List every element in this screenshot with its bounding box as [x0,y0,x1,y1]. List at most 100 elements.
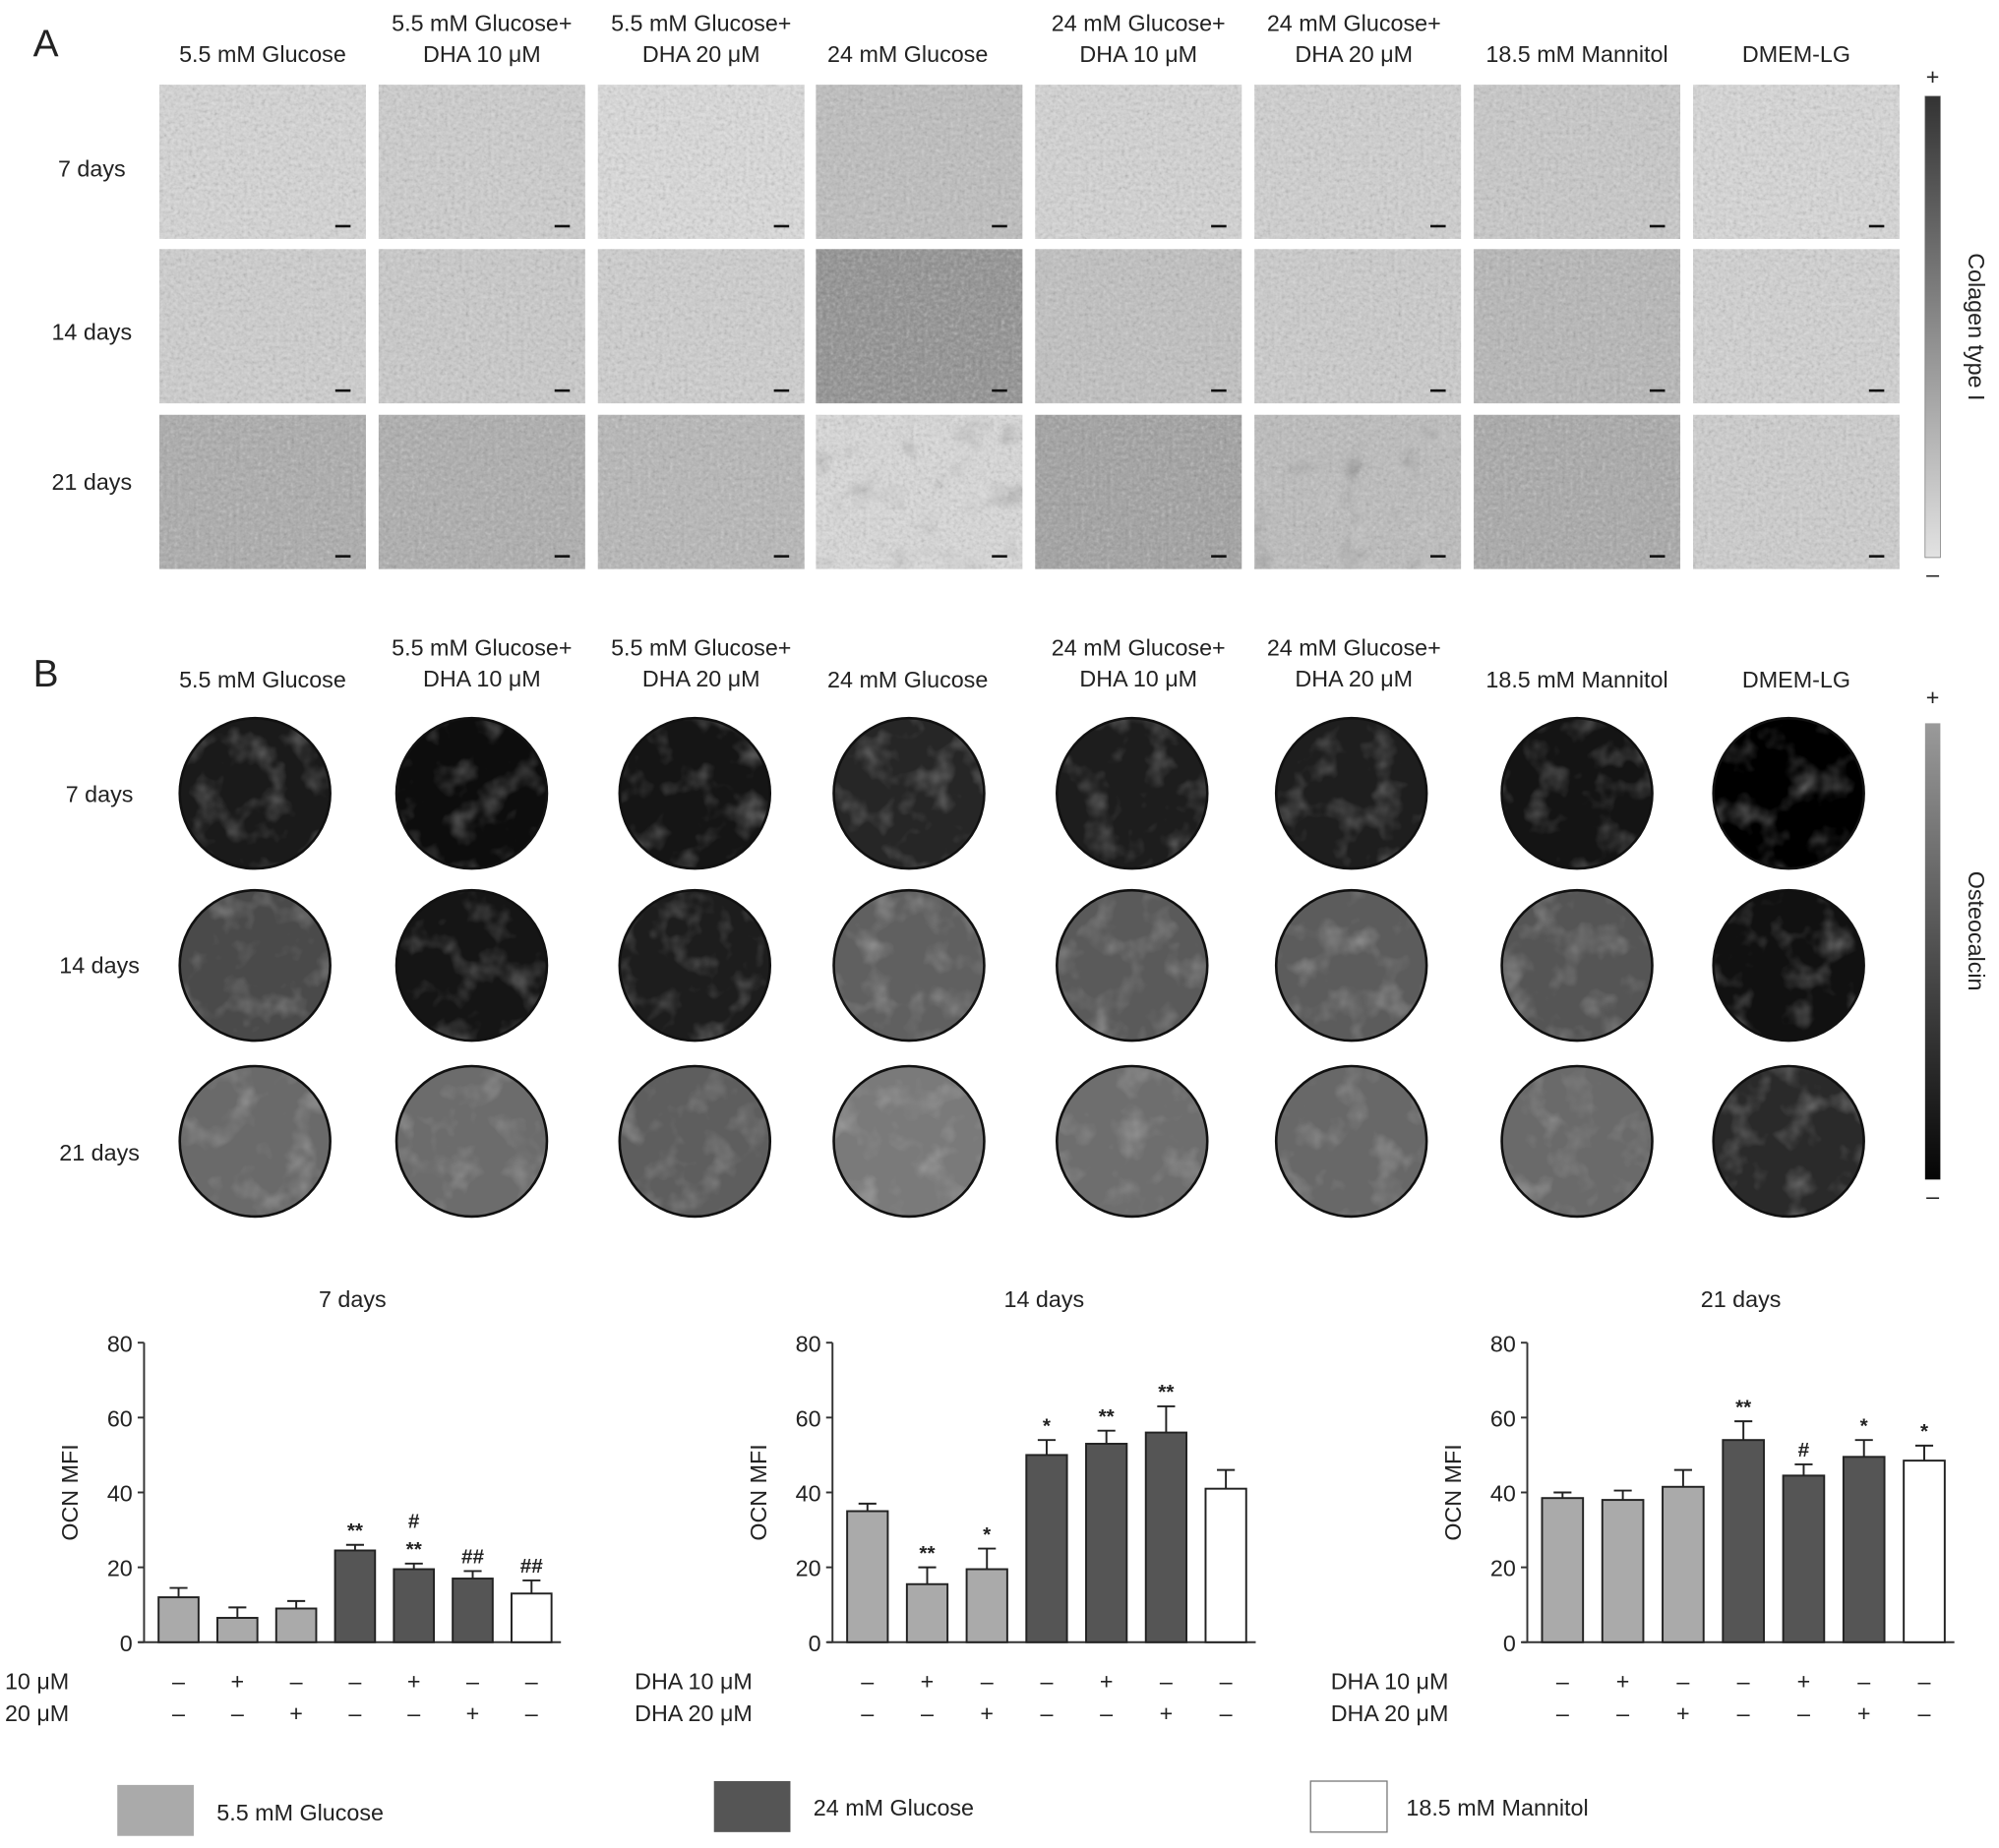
micrograph-texture [816,85,1023,239]
bar [1903,1460,1946,1643]
significance-marker: ** [1735,1396,1752,1418]
scale-bar [992,555,1007,558]
chart-title: 7 days [319,1286,387,1312]
y-tick-label: 20 [1490,1556,1516,1581]
significance-marker: * [1920,1420,1929,1443]
well-texture [397,719,546,867]
micrograph-texture [1474,249,1681,404]
dha20-symbol: – [1556,1700,1569,1726]
scale-bar [1430,555,1446,558]
column-header: 5.5 mM Glucose [179,41,346,67]
bar [157,1596,200,1643]
column-header: DHA 20 μM [642,41,760,67]
well-texture [1058,1067,1206,1216]
column-header: DMEM-LG [1742,41,1850,67]
scale-bar [1868,224,1885,228]
chart-title: 14 days [1004,1286,1085,1312]
scale-bar [1211,388,1227,392]
dha20-symbol: – [1040,1700,1053,1726]
dha10-label: DHA 10 μM [0,1669,69,1695]
column-header: 5.5 mM Glucose+ [611,11,791,36]
well-texture [834,891,984,1040]
colorbar-gradient [1924,95,1941,559]
bar [333,1549,377,1643]
dha10-symbol: – [1220,1669,1233,1695]
micrograph-texture [1474,85,1681,239]
row-label: 21 days [59,1140,140,1165]
bar [393,1568,436,1643]
scale-bar [554,224,571,228]
chart-0: 7 days 0 20 40 60 80 OCN MFI DHA 10 μM DHA 20 μM… [0,1286,562,1726]
well-texture [621,719,769,867]
dha20-symbol: – [525,1700,538,1726]
well-texture [1715,1067,1863,1216]
well-texture [834,1067,984,1216]
y-tick-label: 80 [796,1331,821,1356]
bar [1842,1456,1886,1643]
legend-swatch [117,1784,194,1836]
dha10-symbol: – [172,1669,185,1695]
colorbar-minus: – [1926,1183,1939,1209]
dha10-symbol: – [466,1669,479,1695]
dha10-symbol: – [525,1669,538,1695]
significance-marker: # [408,1511,420,1533]
dha20-symbol: – [1616,1700,1629,1726]
scale-bar [1868,388,1885,392]
significance-marker: ** [406,1538,423,1561]
row-label: 7 days [66,782,134,807]
significance-marker: ** [1158,1381,1175,1403]
dha10-symbol: + [407,1669,421,1695]
well-texture [1277,891,1425,1040]
well-texture [181,719,330,867]
bar [1782,1474,1826,1643]
column-header: 24 mM Glucose+ [1267,11,1441,36]
dha20-symbol: – [231,1700,244,1726]
panel-a-colorbar: + – Colagen type I [1924,64,1989,587]
dha10-symbol: – [861,1669,874,1695]
legend-label: 18.5 mM Mannitol [1406,1795,1588,1820]
colorbar-gradient [1924,723,1941,1180]
micrograph-stain [1254,414,1462,569]
micrograph-texture [158,85,366,239]
y-tick-label: 80 [107,1331,133,1356]
bar [1541,1497,1585,1643]
micrograph-stain [816,414,1023,569]
scale-bar [773,224,790,228]
dha10-symbol: – [981,1669,994,1695]
scale-bar [773,388,790,392]
y-tick-label: 60 [107,1405,133,1431]
well-texture [621,1067,769,1216]
scale-bar [1649,555,1666,558]
dha20-symbol: + [289,1700,303,1726]
column-header: DMEM-LG [1742,667,1850,692]
micrograph-texture [597,414,805,569]
micrograph-texture [1474,414,1681,569]
well-texture [1715,891,1863,1040]
well-texture [834,719,984,867]
dha20-symbol: – [1918,1700,1931,1726]
scale-bar [1430,224,1446,228]
well-texture [1502,891,1652,1040]
bar [1204,1487,1247,1643]
bar [1601,1499,1645,1643]
y-tick-label: 60 [1490,1405,1516,1431]
significance-marker: * [1860,1414,1869,1437]
micrograph-texture [378,85,585,239]
bar [1025,1454,1068,1643]
scale-bar [1649,224,1666,228]
dha10-symbol: – [1737,1669,1750,1695]
scale-bar [334,555,351,558]
dha10-symbol: – [1556,1669,1569,1695]
column-header: 5.5 mM Glucose [179,667,346,692]
y-tick-label: 40 [107,1481,133,1507]
dha20-symbol: + [1857,1700,1871,1726]
dha20-symbol: – [1797,1700,1810,1726]
column-header: DHA 20 μM [1295,41,1413,67]
panel-b-well-grid: 5.5 mM Glucose 5.5 mM Glucose+ DHA 10 μM 5.… [59,635,1865,1219]
scale-bar [334,388,351,392]
dha20-label: DHA 20 μM [1331,1700,1449,1726]
well-texture [1502,1067,1652,1216]
scale-bar [334,224,351,228]
chart-1: 14 days 0 20 40 60 80 OCN MFI DHA 10 μM DHA 20 μ… [635,1286,1256,1726]
